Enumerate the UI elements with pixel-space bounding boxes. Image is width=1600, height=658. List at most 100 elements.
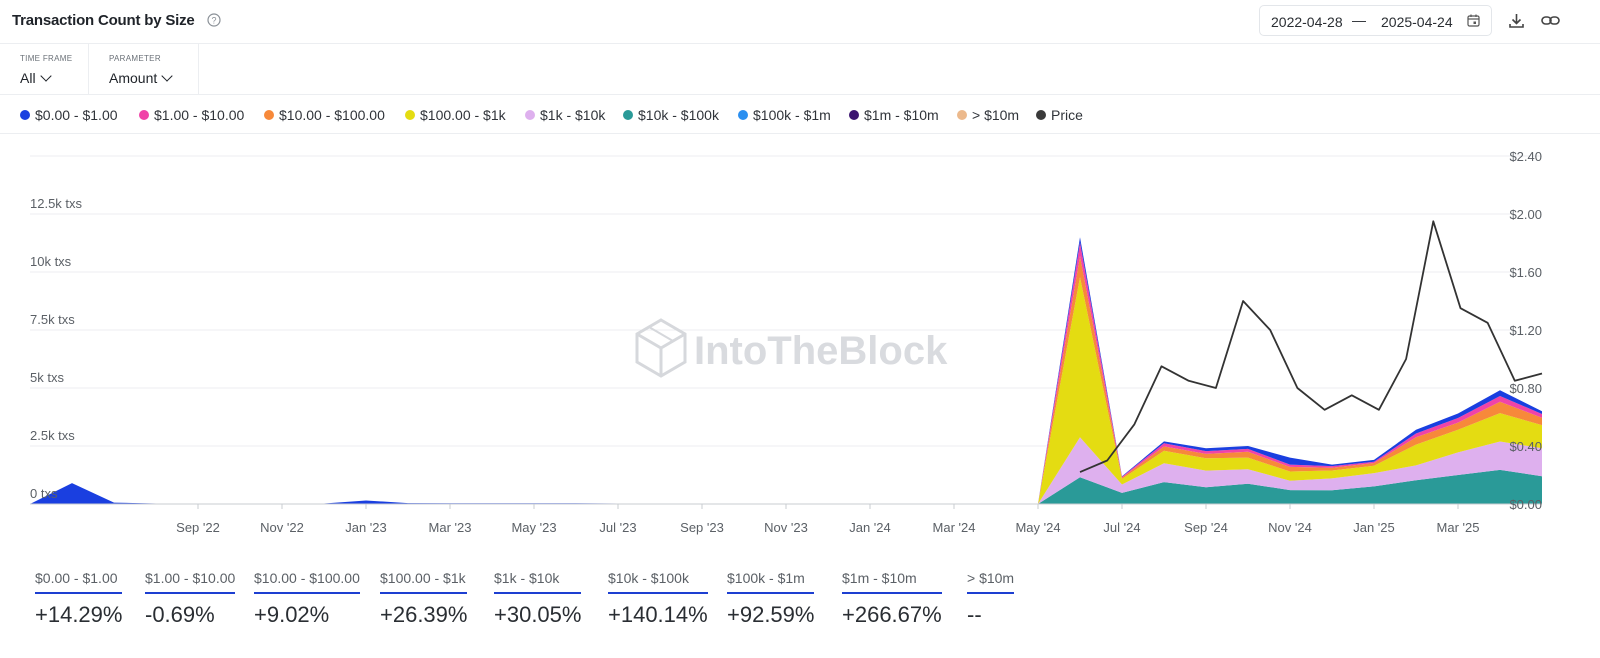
stat-value: +92.59% bbox=[727, 602, 815, 627]
x-tick-label: Sep '24 bbox=[1184, 520, 1228, 535]
stat-label: $1.00 - $10.00 bbox=[145, 570, 236, 594]
chevron-down-icon bbox=[39, 70, 52, 82]
y-left-tick-label: 7.5k txs bbox=[30, 312, 75, 327]
stats-row: $0.00 - $1.00 +14.29% $1.00 - $10.00 -0.69… bbox=[0, 560, 1600, 658]
stat-label: $100k - $1m bbox=[727, 570, 815, 594]
stat-value: +266.67% bbox=[842, 602, 942, 627]
legend-dot bbox=[957, 110, 967, 120]
price-line bbox=[1079, 220, 1543, 473]
x-tick-label: Sep '23 bbox=[680, 520, 724, 535]
y-right-tick-label: $2.40 bbox=[1509, 149, 1542, 164]
legend-label: $10k - $100k bbox=[638, 107, 719, 123]
stat-value: +26.39% bbox=[380, 602, 468, 627]
stat-value: -- bbox=[967, 602, 982, 627]
help-icon[interactable]: ? bbox=[207, 13, 221, 27]
page-title: Transaction Count by Size bbox=[12, 12, 195, 29]
stat-100-1k: $100.00 - $1k +26.39% bbox=[380, 570, 468, 628]
stat-10k-100k: $10k - $100k +140.14% bbox=[608, 570, 708, 628]
timeframe-select[interactable]: All bbox=[20, 70, 52, 86]
parameter-label: PARAMETER bbox=[109, 54, 161, 63]
y-left-tick-label: 0 txs bbox=[30, 486, 58, 501]
stat-value: +9.02% bbox=[254, 602, 330, 627]
legend-dot bbox=[20, 110, 30, 120]
y-left-tick-label: 10k txs bbox=[30, 254, 72, 269]
x-tick-label: Nov '24 bbox=[1268, 520, 1312, 535]
legend-label: $100k - $1m bbox=[753, 107, 831, 123]
x-axis: Sep '22 Nov '22 Jan '23 Mar '23 May '23 Jul '… bbox=[176, 504, 1479, 535]
stat-over-10m: > $10m -- bbox=[967, 570, 1015, 628]
download-icon[interactable] bbox=[1508, 12, 1525, 29]
chevron-down-icon bbox=[161, 70, 173, 82]
legend-dot bbox=[623, 110, 633, 120]
timeframe-filter[interactable]: TIME FRAME All bbox=[0, 44, 89, 95]
calendar-icon[interactable] bbox=[1467, 14, 1480, 27]
y-right-tick-label: $0.80 bbox=[1509, 381, 1542, 396]
watermark: IntoTheBlock bbox=[635, 318, 948, 378]
parameter-select[interactable]: Amount bbox=[109, 70, 173, 86]
price-series bbox=[1079, 220, 1543, 473]
y-right-tick-label: $0.00 bbox=[1509, 497, 1542, 512]
stat-label: $1m - $10m bbox=[842, 570, 942, 594]
parameter-filter[interactable]: PARAMETER Amount bbox=[89, 44, 199, 95]
x-tick-label: Nov '23 bbox=[764, 520, 808, 535]
legend-dot bbox=[1036, 110, 1046, 120]
y-right-tick-label: $0.40 bbox=[1509, 439, 1542, 454]
stat-label: > $10m bbox=[967, 570, 1015, 594]
legend-label: Price bbox=[1051, 107, 1083, 123]
date-start[interactable]: 2022-04-28 bbox=[1271, 14, 1343, 30]
x-tick-label: Jan '25 bbox=[1353, 520, 1395, 535]
y-right-axis: $0.00 $0.40 $0.80 $1.20 $1.60 $2.00 $2.40 bbox=[1509, 149, 1542, 512]
legend-label: $1.00 - $10.00 bbox=[154, 107, 245, 123]
legend-label: $100.00 - $1k bbox=[420, 107, 506, 123]
date-range-picker[interactable]: 2022-04-28 — 2025-04-24 bbox=[1259, 5, 1492, 36]
legend-label: $0.00 - $1.00 bbox=[35, 107, 118, 123]
stat-1k-10k: $1k - $10k +30.05% bbox=[494, 570, 582, 628]
chart-area[interactable]: IntoTheBlock 0 txs 2.5k txs 5k txs 7.5k txs… bbox=[0, 134, 1600, 554]
date-end[interactable]: 2025-04-24 bbox=[1381, 14, 1453, 30]
legend-label: $1m - $10m bbox=[864, 107, 939, 123]
stat-1-10: $1.00 - $10.00 -0.69% bbox=[145, 570, 236, 628]
stat-0-1: $0.00 - $1.00 +14.29% bbox=[35, 570, 123, 628]
legend-dot bbox=[139, 110, 149, 120]
legend-dot bbox=[264, 110, 274, 120]
x-tick-label: Nov '22 bbox=[260, 520, 304, 535]
stat-label: $100.00 - $1k bbox=[380, 570, 468, 594]
header-bar: Transaction Count by Size ? 2022-04-28 —… bbox=[0, 0, 1600, 44]
date-separator: — bbox=[1352, 12, 1366, 28]
area-series bbox=[30, 437, 1542, 504]
stat-10-100: $10.00 - $100.00 +9.02% bbox=[254, 570, 360, 628]
stat-label: $10k - $100k bbox=[608, 570, 708, 594]
chart-legend: $0.00 - $1.00 $1.00 - $10.00 $10.00 - $1… bbox=[0, 95, 1600, 134]
link-icon[interactable] bbox=[1541, 12, 1560, 29]
y-left-tick-label: 2.5k txs bbox=[30, 428, 75, 443]
stat-value: +30.05% bbox=[494, 602, 582, 627]
watermark-text: IntoTheBlock bbox=[694, 329, 948, 373]
stat-value: +140.14% bbox=[608, 602, 708, 627]
timeframe-label: TIME FRAME bbox=[20, 54, 73, 63]
legend-label: $1k - $10k bbox=[540, 107, 606, 123]
stat-value: +14.29% bbox=[35, 602, 123, 627]
x-tick-label: May '23 bbox=[511, 520, 556, 535]
x-tick-label: Mar '24 bbox=[933, 520, 976, 535]
chart-svg[interactable]: IntoTheBlock 0 txs 2.5k txs 5k txs 7.5k txs… bbox=[0, 134, 1600, 554]
y-right-tick-label: $2.00 bbox=[1509, 207, 1542, 222]
legend-label: > $10m bbox=[972, 107, 1020, 123]
y-left-axis: 0 txs 2.5k txs 5k txs 7.5k txs 10k txs 12.5k … bbox=[30, 196, 83, 501]
x-tick-label: Jul '24 bbox=[1103, 520, 1140, 535]
legend-dot bbox=[849, 110, 859, 120]
stat-1m-10m: $1m - $10m +266.67% bbox=[842, 570, 942, 628]
legend-dot bbox=[525, 110, 535, 120]
x-tick-label: Sep '22 bbox=[176, 520, 220, 535]
x-tick-label: Jan '23 bbox=[345, 520, 387, 535]
y-right-tick-label: $1.60 bbox=[1509, 265, 1542, 280]
x-tick-label: Jul '23 bbox=[599, 520, 636, 535]
legend-dot bbox=[405, 110, 415, 120]
svg-text:?: ? bbox=[211, 16, 216, 26]
stat-label: $1k - $10k bbox=[494, 570, 582, 594]
x-tick-label: May '24 bbox=[1015, 520, 1060, 535]
stat-label: $10.00 - $100.00 bbox=[254, 570, 360, 594]
y-left-tick-label: 5k txs bbox=[30, 370, 64, 385]
stat-label: $0.00 - $1.00 bbox=[35, 570, 123, 594]
y-left-tick-label: 12.5k txs bbox=[30, 196, 83, 211]
x-tick-label: Mar '25 bbox=[1437, 520, 1480, 535]
